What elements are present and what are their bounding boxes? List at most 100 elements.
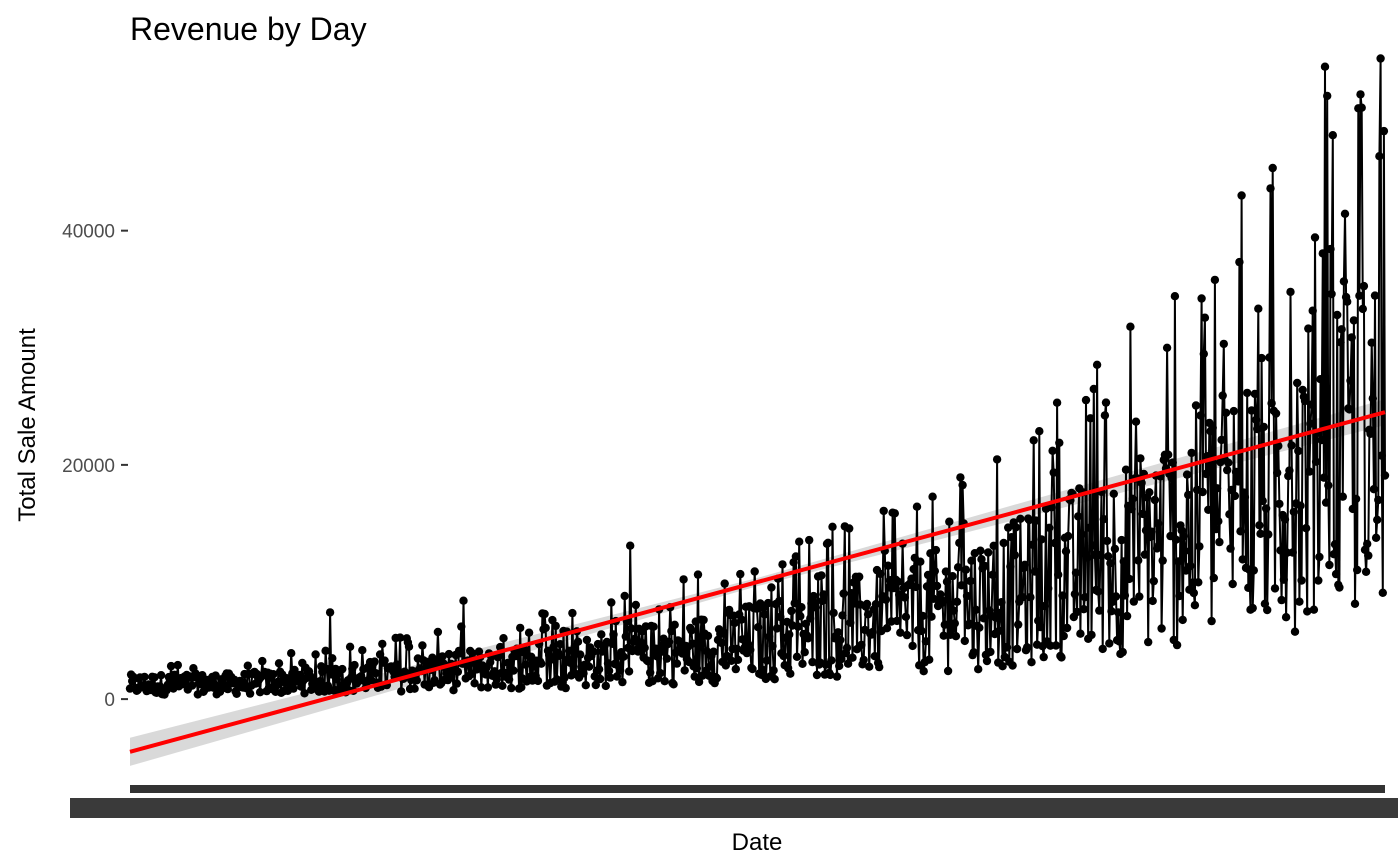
data-point — [243, 661, 252, 670]
data-point — [1082, 553, 1092, 562]
data-point — [1110, 544, 1120, 554]
data-point — [1004, 523, 1013, 532]
data-point — [811, 603, 821, 612]
data-point — [871, 600, 881, 609]
data-point — [709, 647, 718, 656]
data-point — [521, 660, 530, 669]
data-point — [951, 632, 961, 641]
data-point — [626, 541, 635, 550]
data-point — [1190, 601, 1200, 610]
data-point — [287, 649, 296, 658]
data-point — [1051, 641, 1061, 650]
data-point — [1137, 478, 1146, 488]
data-point — [457, 622, 466, 631]
data-point — [1288, 548, 1297, 557]
data-point — [1297, 576, 1306, 585]
data-point — [787, 606, 796, 616]
data-point — [1366, 429, 1375, 438]
data-point — [245, 689, 255, 698]
data-point — [875, 662, 884, 672]
data-point — [958, 480, 967, 490]
data-point — [1265, 353, 1274, 362]
data-point — [1135, 592, 1144, 601]
data-point — [1121, 465, 1131, 474]
data-point — [1149, 576, 1159, 586]
data-point — [670, 620, 679, 629]
data-point — [1351, 494, 1361, 504]
data-point — [706, 662, 715, 671]
data-point — [1303, 607, 1312, 616]
data-point — [1259, 422, 1269, 432]
data-point — [971, 605, 981, 614]
data-point — [1314, 576, 1323, 585]
data-point — [1255, 521, 1264, 530]
data-point — [1316, 375, 1325, 384]
data-point — [1081, 395, 1091, 405]
data-point — [779, 651, 788, 661]
data-point — [1131, 417, 1141, 426]
y-axis: 0 20000 40000 — [62, 222, 128, 711]
data-point — [537, 659, 546, 668]
data-point — [338, 664, 347, 674]
data-point — [746, 645, 755, 654]
data-point — [1162, 343, 1172, 352]
data-point — [1204, 505, 1213, 514]
data-point — [1305, 467, 1314, 476]
data-point — [1119, 557, 1129, 566]
data-point — [1335, 583, 1344, 592]
data-point — [1328, 131, 1338, 140]
data-point — [1199, 349, 1209, 359]
data-point — [1074, 512, 1083, 521]
data-point — [712, 674, 722, 683]
data-point — [876, 569, 885, 579]
data-point — [1371, 533, 1381, 542]
data-point — [166, 661, 176, 671]
data-point — [156, 671, 166, 680]
data-point — [223, 684, 232, 694]
data-point — [1361, 567, 1371, 576]
data-point — [371, 669, 380, 678]
data-point — [892, 616, 902, 626]
data-point — [1271, 409, 1281, 418]
data-point — [1191, 401, 1201, 410]
data-point — [1225, 510, 1234, 519]
data-point — [300, 689, 309, 698]
data-point — [1264, 530, 1273, 539]
data-point — [1180, 546, 1190, 556]
data-point — [1122, 611, 1132, 621]
data-point — [1349, 316, 1359, 325]
data-point — [730, 618, 739, 628]
data-point — [397, 687, 406, 696]
data-point — [737, 615, 746, 624]
data-point — [837, 654, 846, 664]
data-point — [1333, 310, 1342, 320]
data-point — [591, 680, 600, 690]
chart-title: Revenue by Day — [130, 11, 367, 47]
data-point — [893, 577, 903, 586]
data-point — [1285, 466, 1294, 475]
data-point — [1109, 489, 1119, 498]
data-point — [1047, 503, 1056, 512]
data-point — [846, 618, 855, 627]
data-point — [1006, 562, 1015, 571]
data-point — [1147, 527, 1156, 536]
data-point — [1179, 531, 1189, 541]
data-point — [765, 632, 774, 641]
data-point — [1134, 556, 1143, 565]
data-point — [1197, 294, 1206, 303]
data-point — [311, 650, 320, 659]
data-point — [694, 677, 704, 687]
data-point — [601, 681, 610, 691]
data-point — [1031, 516, 1041, 525]
data-point — [1355, 291, 1364, 300]
data-point — [1111, 592, 1121, 601]
data-point — [748, 664, 757, 674]
data-point — [1072, 607, 1082, 617]
data-point — [380, 656, 389, 665]
data-point — [370, 657, 379, 666]
data-point — [1376, 54, 1385, 63]
data-point — [1178, 615, 1187, 625]
data-point — [1129, 597, 1139, 606]
data-point — [793, 622, 803, 631]
data-point — [412, 676, 421, 685]
